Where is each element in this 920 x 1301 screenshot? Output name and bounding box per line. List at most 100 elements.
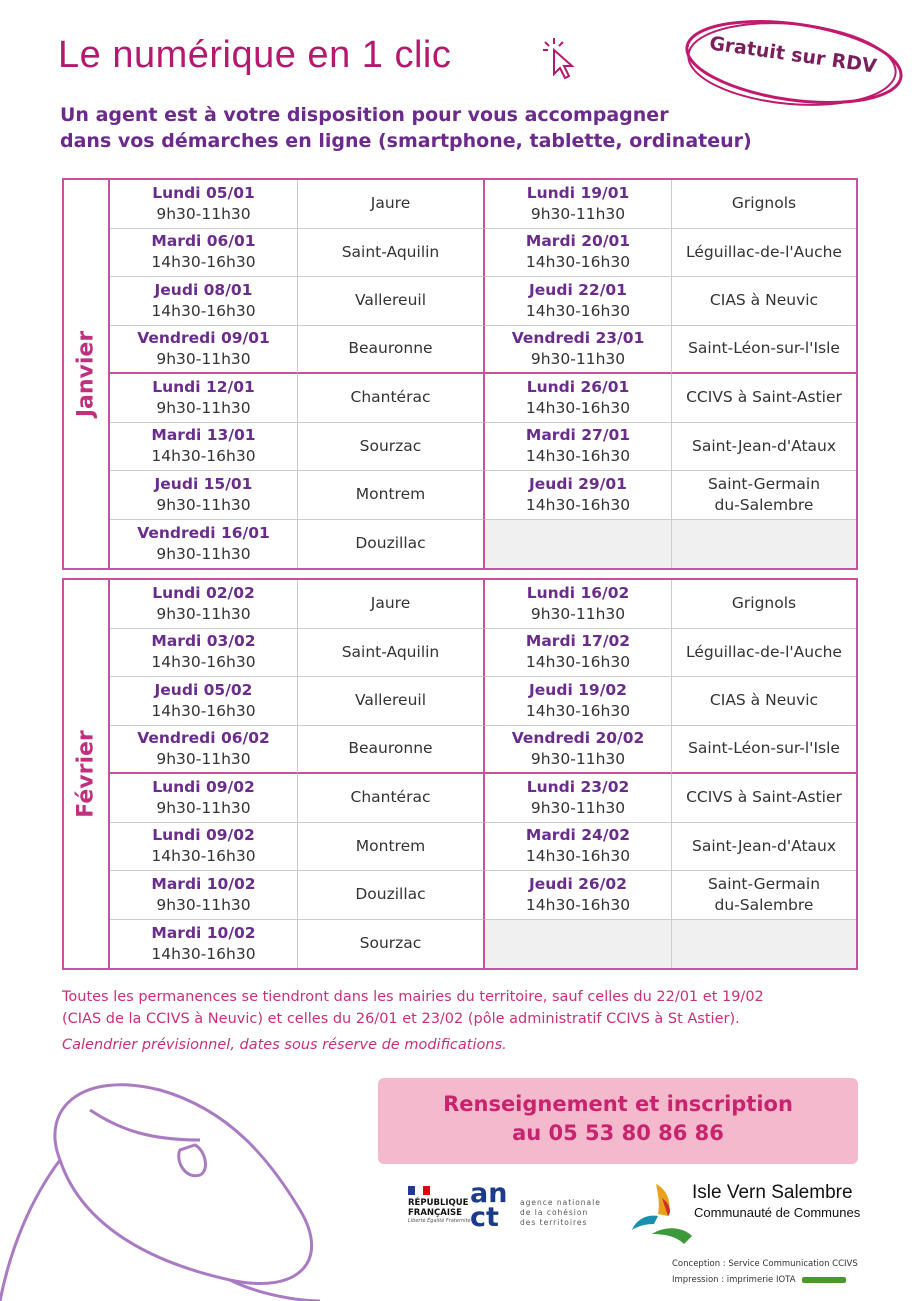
place-name: Saint-Léon-sur-l'Isle: [688, 739, 840, 758]
day-label: Lundi 02/02: [152, 583, 255, 602]
date-cell: Lundi 05/01 9h30-11h30: [110, 180, 298, 229]
date-cell: Jeudi 08/01 14h30-16h30: [110, 277, 298, 326]
logo-text: Liberté Égalité Fraternité: [408, 1218, 471, 1224]
place-name: CIAS à Neuvic: [709, 291, 819, 310]
date-cell: Lundi 26/01 14h30-16h30: [485, 374, 672, 423]
day-label: Mardi 13/01: [151, 426, 256, 445]
logo-text: de la cohésion: [520, 1208, 589, 1217]
place-name: Saint-Aquilin: [341, 642, 440, 661]
date-cell: Mardi 20/01 14h30-16h30: [485, 228, 672, 277]
place-cell: CCIVS à Saint-Astier: [672, 774, 856, 823]
time-range: 14h30-16h30: [525, 701, 631, 720]
place-name: Sourzac: [359, 436, 422, 455]
time-range: 14h30-16h30: [525, 253, 631, 272]
time-range: 9h30-11h30: [156, 398, 251, 417]
place-name: Saint-Germain du-Salembre: [707, 474, 821, 514]
day-label: Jeudi 29/01: [529, 474, 627, 493]
schedule-table-0: Janvier Lundi 05/01 9h30-11h30 Jaure Lundi 1…: [62, 178, 858, 570]
ivs-name: Isle Vern Salembre: [692, 1182, 853, 1203]
place-cell: Saint-Aquilin: [298, 228, 485, 277]
time-range: 9h30-11h30: [530, 349, 626, 368]
contact-text: Renseignement et inscription au 05 53 80…: [378, 1090, 858, 1148]
subtitle-line: dans vos démarches en ligne (smartphone,…: [60, 130, 752, 152]
click-cursor-icon: [543, 38, 575, 80]
logo-text: ct: [470, 1202, 499, 1233]
schedule-grid: Lundi 05/01 9h30-11h30 Jaure Lundi 19/01 9h3…: [110, 180, 856, 568]
time-range: 9h30-11h30: [156, 749, 251, 768]
place-cell: Léguillac-de-l'Auche: [672, 229, 856, 277]
day-label: Jeudi 19/02: [529, 680, 627, 699]
date-cell: Mardi 17/02 14h30-16h30: [485, 628, 672, 677]
day-label: Jeudi 26/02: [529, 874, 627, 893]
day-label: Lundi 05/01: [152, 183, 255, 202]
day-label: Jeudi 05/02: [154, 680, 253, 699]
contact-banner: [378, 1078, 858, 1164]
place-cell: CIAS à Neuvic: [672, 277, 856, 326]
anct-text: agence nationale de la cohésion des terr…: [520, 1198, 601, 1228]
day-label: Mardi 03/02: [151, 632, 256, 651]
day-label: Lundi 23/02: [526, 777, 630, 796]
place-cell: Saint-Léon-sur-l'Isle: [672, 326, 856, 374]
place-cell: [672, 919, 856, 968]
time-range: 14h30-16h30: [525, 301, 631, 320]
place-name: Léguillac-de-l'Auche: [686, 242, 842, 261]
month-name: Janvier: [73, 330, 99, 418]
place-cell: Vallereuil: [298, 677, 485, 726]
day-label: Lundi 19/01: [526, 183, 630, 202]
date-cell: Lundi 09/02 14h30-16h30: [110, 822, 298, 871]
time-range: 9h30-11h30: [156, 544, 251, 563]
credit-line: Impression : imprimerie IOTA: [672, 1275, 796, 1285]
day-label: Mardi 06/01: [151, 232, 256, 251]
place-name: Chantérac: [350, 788, 431, 807]
time-range: 14h30-16h30: [525, 398, 631, 417]
time-range: 14h30-16h30: [525, 847, 631, 866]
subtitle: Un agent est à votre disposition pour vo…: [60, 102, 752, 154]
place-name: Saint-Jean-d'Ataux: [691, 436, 837, 455]
schedule-table-1: Février Lundi 02/02 9h30-11h30 Jaure Lundi 1…: [62, 578, 858, 970]
place-cell: Jaure: [298, 580, 485, 629]
place-cell: Douzillac: [298, 519, 485, 568]
time-range: 9h30-11h30: [156, 604, 251, 623]
place-name: Jaure: [370, 194, 411, 213]
date-cell: Mardi 24/02 14h30-16h30: [485, 822, 672, 871]
place-cell: [672, 519, 856, 568]
contact-label: Renseignement et inscription: [443, 1092, 793, 1116]
place-cell: Chantérac: [298, 774, 485, 823]
time-range: 14h30-16h30: [151, 701, 256, 720]
day-label: Lundi 26/01: [526, 377, 630, 396]
page-title: Le numérique en 1 clic: [58, 34, 452, 76]
republique-francaise-logo: RÉPUBLIQUE FRANÇAISE Liberté Égalité Fra…: [408, 1186, 471, 1224]
subtitle-line: Un agent est à votre disposition pour vo…: [60, 104, 669, 126]
logo-text: agence nationale: [520, 1198, 601, 1207]
ivs-subtitle: Communauté de Communes: [694, 1205, 861, 1220]
date-cell: Jeudi 26/02 14h30-16h30: [485, 871, 672, 920]
place-cell: Saint-Jean-d'Ataux: [672, 823, 856, 871]
place-cell: Saint-Aquilin: [298, 628, 485, 677]
date-cell: Lundi 16/02 9h30-11h30: [485, 580, 672, 629]
day-label: Mardi 20/01: [525, 232, 631, 251]
time-range: 9h30-11h30: [530, 798, 626, 817]
place-name: Vallereuil: [354, 691, 427, 710]
date-cell: Vendredi 20/02 9h30-11h30: [485, 725, 672, 774]
place-cell: Beauronne: [298, 725, 485, 774]
place-name: Douzillac: [355, 534, 426, 553]
date-cell: Mardi 06/01 14h30-16h30: [110, 228, 298, 277]
place-cell: Grignols: [672, 580, 856, 629]
disclaimer: Calendrier prévisionnel, dates sous rése…: [62, 1037, 507, 1053]
date-cell: Jeudi 22/01 14h30-16h30: [485, 277, 672, 326]
place-cell: Léguillac-de-l'Auche: [672, 629, 856, 677]
day-label: Vendredi 06/02: [137, 728, 270, 747]
date-cell: Vendredi 06/02 9h30-11h30: [110, 725, 298, 774]
time-range: 9h30-11h30: [156, 798, 251, 817]
date-cell: Mardi 10/02 14h30-16h30: [110, 919, 298, 968]
date-cell: Vendredi 23/01 9h30-11h30: [485, 325, 672, 374]
day-label: Mardi 24/02: [525, 826, 631, 845]
time-range: 14h30-16h30: [151, 653, 256, 672]
day-label: Mardi 17/02: [525, 632, 631, 651]
date-cell: Mardi 27/01 14h30-16h30: [485, 422, 672, 471]
note-line: Toutes les permanences se tiendront dans…: [62, 989, 764, 1005]
badge-circle: [685, 19, 903, 106]
place-name: Vallereuil: [354, 291, 427, 310]
day-label: Jeudi 22/01: [529, 280, 627, 299]
note-line: (CIAS de la CCIVS à Neuvic) et celles du…: [62, 1011, 740, 1027]
